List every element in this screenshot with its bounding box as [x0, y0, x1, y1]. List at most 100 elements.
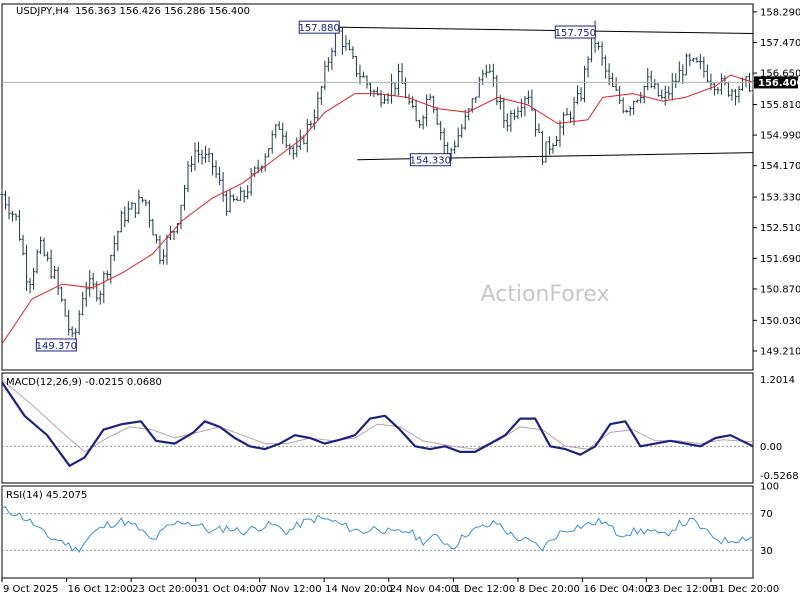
candle [642, 85, 646, 104]
candle [428, 93, 432, 101]
candle [60, 286, 64, 302]
candle [453, 140, 457, 154]
annotation-label: 154.330 [410, 156, 451, 167]
candle [77, 310, 81, 335]
candle [425, 94, 429, 127]
price-axis: 158.290 157.470 156.650 155.810 154.990 154.1… [753, 7, 800, 357]
candle [207, 147, 211, 163]
candle [639, 92, 643, 104]
price-tick-label: 153.330 [760, 193, 800, 204]
candle [533, 109, 537, 137]
annotation-box [35, 338, 77, 352]
candle [516, 106, 520, 119]
candle [98, 290, 102, 305]
candle [432, 95, 436, 113]
candle [14, 213, 18, 221]
price-tick-label: 155.810 [760, 100, 800, 111]
candle [411, 96, 415, 108]
candle [597, 41, 601, 50]
candle [161, 248, 165, 265]
candle [505, 113, 509, 132]
candle [140, 196, 144, 203]
candle [190, 155, 194, 173]
candle [39, 236, 43, 255]
candle [172, 231, 176, 241]
candle [569, 111, 573, 123]
price-annotation: 154.330 [410, 153, 451, 167]
candle [200, 149, 204, 165]
annotation-label: 157.880 [299, 23, 340, 34]
trendline [336, 26, 754, 35]
candle [186, 160, 190, 193]
candle [544, 141, 548, 163]
candle [270, 130, 274, 154]
candle [0, 189, 4, 196]
candle [295, 137, 299, 158]
candle [537, 123, 541, 134]
candle [102, 271, 106, 304]
price-tick-label: 158.290 [760, 7, 800, 18]
candle [175, 223, 179, 234]
candle [204, 145, 208, 163]
candle [249, 168, 253, 196]
candle [604, 55, 608, 79]
candle [358, 64, 362, 85]
candle [646, 67, 650, 91]
candle [726, 81, 730, 97]
candle [614, 77, 618, 92]
candle [323, 60, 327, 91]
candle [130, 201, 134, 210]
candle [95, 281, 99, 302]
candle [390, 73, 394, 104]
candle [277, 121, 281, 130]
time-tick-label: 16 Dec 04:00 [584, 584, 651, 595]
candle [63, 299, 67, 317]
candle [126, 200, 130, 223]
candle [572, 96, 576, 126]
candle [509, 110, 513, 132]
candle [267, 148, 271, 158]
time-axis: 9 Oct 2025 16 Oct 12:00 23 Oct 20:00 31 Oct… [1, 578, 779, 595]
candle [133, 202, 137, 218]
candle [379, 90, 383, 108]
candle [383, 94, 387, 104]
candle [435, 106, 439, 125]
candle [84, 281, 88, 307]
price-tick-label: 157.470 [760, 38, 800, 49]
time-tick-label: 24 Nov 04:00 [390, 584, 457, 595]
macd-line [1, 381, 754, 467]
candle [91, 272, 95, 290]
candle [7, 196, 11, 220]
macd-signal-line [1, 379, 754, 453]
candle [144, 199, 148, 207]
candle [495, 75, 499, 106]
current-price-label: 156.400 [758, 78, 800, 89]
candle [291, 146, 295, 160]
candle [477, 76, 481, 98]
candle [442, 127, 446, 154]
time-tick-label: 8 Dec 20:00 [519, 584, 580, 595]
candle [281, 122, 285, 145]
time-tick-label: 16 Oct 12:00 [68, 584, 133, 595]
candle [691, 57, 695, 63]
candle [151, 218, 155, 236]
price-annotation: 149.370 [35, 338, 77, 352]
candle [179, 204, 183, 230]
candle [393, 82, 397, 97]
candle [467, 108, 471, 121]
candle [421, 115, 425, 130]
time-tick-label: 9 Oct 2025 [3, 584, 58, 595]
candle [628, 105, 632, 116]
candle [737, 85, 741, 103]
candle [326, 57, 330, 72]
panel-frame [1, 372, 754, 484]
candle [263, 153, 267, 172]
candle [674, 73, 678, 89]
time-tick-label: 14 Nov 20:00 [325, 584, 392, 595]
candle [488, 64, 492, 73]
panel-frame [1, 3, 754, 371]
candle [35, 249, 39, 274]
candle [211, 153, 215, 176]
time-tick-label: 7 Nov 12:00 [261, 584, 322, 595]
candle [274, 124, 278, 139]
